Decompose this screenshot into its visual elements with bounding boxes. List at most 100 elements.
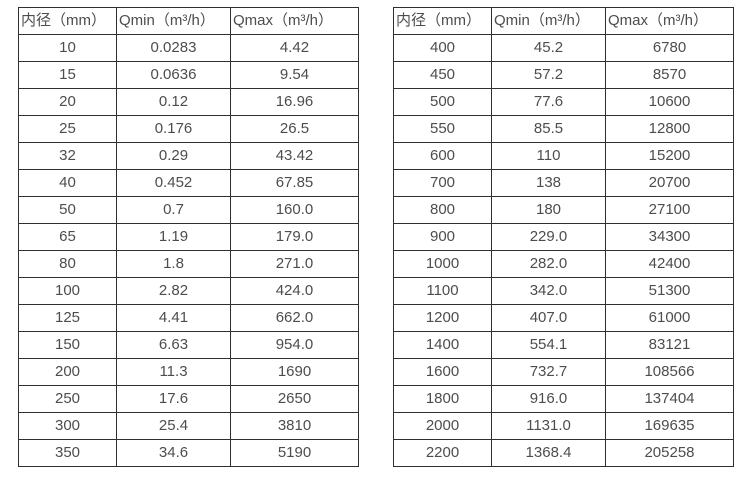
- table-cell: 407.0: [491, 304, 606, 332]
- table-cell: 180: [491, 196, 606, 224]
- table-cell: 1200: [393, 304, 492, 332]
- table-cell: 67.85: [230, 169, 359, 197]
- flow-table-small-diameters: 内径（mm） Qmin（m³/h） Qmax（m³/h） 10 0.0283 4.42 15…: [18, 7, 359, 467]
- table-cell: 80: [18, 250, 117, 278]
- table-cell: 5190: [230, 439, 359, 467]
- table-cell: 200: [18, 358, 117, 386]
- table-cell: 282.0: [491, 250, 606, 278]
- table-cell: 1000: [393, 250, 492, 278]
- header-cell: Qmax（m³/h）: [605, 7, 734, 35]
- header-cell: Qmin（m³/h）: [491, 7, 606, 35]
- table-cell: 6.63: [116, 331, 231, 359]
- table-row: 400 45.2 6780: [393, 34, 734, 62]
- table-cell: 916.0: [491, 385, 606, 413]
- table-cell: 554.1: [491, 331, 606, 359]
- table-cell: 25.4: [116, 412, 231, 440]
- table-row: 100 2.82 424.0: [18, 277, 359, 305]
- table-cell: 8570: [605, 61, 734, 89]
- table-row: 2000 1131.0 169635: [393, 412, 734, 440]
- table-cell: 57.2: [491, 61, 606, 89]
- table-cell: 271.0: [230, 250, 359, 278]
- table-cell: 15: [18, 61, 117, 89]
- table-cell: 1.8: [116, 250, 231, 278]
- table-row: 500 77.6 10600: [393, 88, 734, 116]
- table-cell: 85.5: [491, 115, 606, 143]
- flow-spec-page: 内径（mm） Qmin（m³/h） Qmax（m³/h） 10 0.0283 4.42 15…: [18, 7, 734, 467]
- table-cell: 0.0283: [116, 34, 231, 62]
- table-cell: 954.0: [230, 331, 359, 359]
- table-row: 600 110 15200: [393, 142, 734, 170]
- table-row: 80 1.8 271.0: [18, 250, 359, 278]
- header-cell: Qmin（m³/h）: [116, 7, 231, 35]
- table-row: 1000 282.0 42400: [393, 250, 734, 278]
- table-row: 32 0.29 43.42: [18, 142, 359, 170]
- header-cell: Qmax（m³/h）: [230, 7, 359, 35]
- table-row: 350 34.6 5190: [18, 439, 359, 467]
- table-cell: 424.0: [230, 277, 359, 305]
- table-cell: 43.42: [230, 142, 359, 170]
- table-row: 250 17.6 2650: [18, 385, 359, 413]
- table-cell: 0.12: [116, 88, 231, 116]
- table-cell: 16.96: [230, 88, 359, 116]
- table-row: 20 0.12 16.96: [18, 88, 359, 116]
- table-cell: 1800: [393, 385, 492, 413]
- table-cell: 1131.0: [491, 412, 606, 440]
- table-cell: 26.5: [230, 115, 359, 143]
- table-row: 65 1.19 179.0: [18, 223, 359, 251]
- table-cell: 10600: [605, 88, 734, 116]
- table-cell: 160.0: [230, 196, 359, 224]
- table-cell: 0.29: [116, 142, 231, 170]
- table-cell: 1400: [393, 331, 492, 359]
- table-cell: 0.0636: [116, 61, 231, 89]
- table-row: 15 0.0636 9.54: [18, 61, 359, 89]
- table-cell: 0.176: [116, 115, 231, 143]
- table-cell: 12800: [605, 115, 734, 143]
- table-row: 1100 342.0 51300: [393, 277, 734, 305]
- table-row: 40 0.452 67.85: [18, 169, 359, 197]
- table-cell: 125: [18, 304, 117, 332]
- table-cell: 662.0: [230, 304, 359, 332]
- table-cell: 42400: [605, 250, 734, 278]
- table-row: 900 229.0 34300: [393, 223, 734, 251]
- table-cell: 15200: [605, 142, 734, 170]
- table-cell: 150: [18, 331, 117, 359]
- table-cell: 1.19: [116, 223, 231, 251]
- table-cell: 400: [393, 34, 492, 62]
- table-cell: 11.3: [116, 358, 231, 386]
- table-cell: 110: [491, 142, 606, 170]
- table-row: 800 180 27100: [393, 196, 734, 224]
- table-cell: 732.7: [491, 358, 606, 386]
- table-cell: 65: [18, 223, 117, 251]
- table-cell: 17.6: [116, 385, 231, 413]
- table-cell: 83121: [605, 331, 734, 359]
- table-row: 1800 916.0 137404: [393, 385, 734, 413]
- table-cell: 6780: [605, 34, 734, 62]
- table-row: 1400 554.1 83121: [393, 331, 734, 359]
- table-cell: 77.6: [491, 88, 606, 116]
- table-cell: 138: [491, 169, 606, 197]
- table-row: 50 0.7 160.0: [18, 196, 359, 224]
- table-cell: 9.54: [230, 61, 359, 89]
- table-row: 700 138 20700: [393, 169, 734, 197]
- table-row: 450 57.2 8570: [393, 61, 734, 89]
- table-cell: 250: [18, 385, 117, 413]
- table-cell: 179.0: [230, 223, 359, 251]
- table-cell: 500: [393, 88, 492, 116]
- table-row: 125 4.41 662.0: [18, 304, 359, 332]
- header-row: 内径（mm） Qmin（m³/h） Qmax（m³/h）: [393, 7, 734, 35]
- table-row: 150 6.63 954.0: [18, 331, 359, 359]
- table-cell: 2650: [230, 385, 359, 413]
- table-cell: 600: [393, 142, 492, 170]
- header-row: 内径（mm） Qmin（m³/h） Qmax（m³/h）: [18, 7, 359, 35]
- table-cell: 450: [393, 61, 492, 89]
- table-cell: 550: [393, 115, 492, 143]
- table-row: 25 0.176 26.5: [18, 115, 359, 143]
- table-cell: 100: [18, 277, 117, 305]
- table-row: 550 85.5 12800: [393, 115, 734, 143]
- table-cell: 1368.4: [491, 439, 606, 467]
- table-cell: 169635: [605, 412, 734, 440]
- table-cell: 40: [18, 169, 117, 197]
- table-cell: 0.452: [116, 169, 231, 197]
- table-cell: 0.7: [116, 196, 231, 224]
- table-cell: 4.42: [230, 34, 359, 62]
